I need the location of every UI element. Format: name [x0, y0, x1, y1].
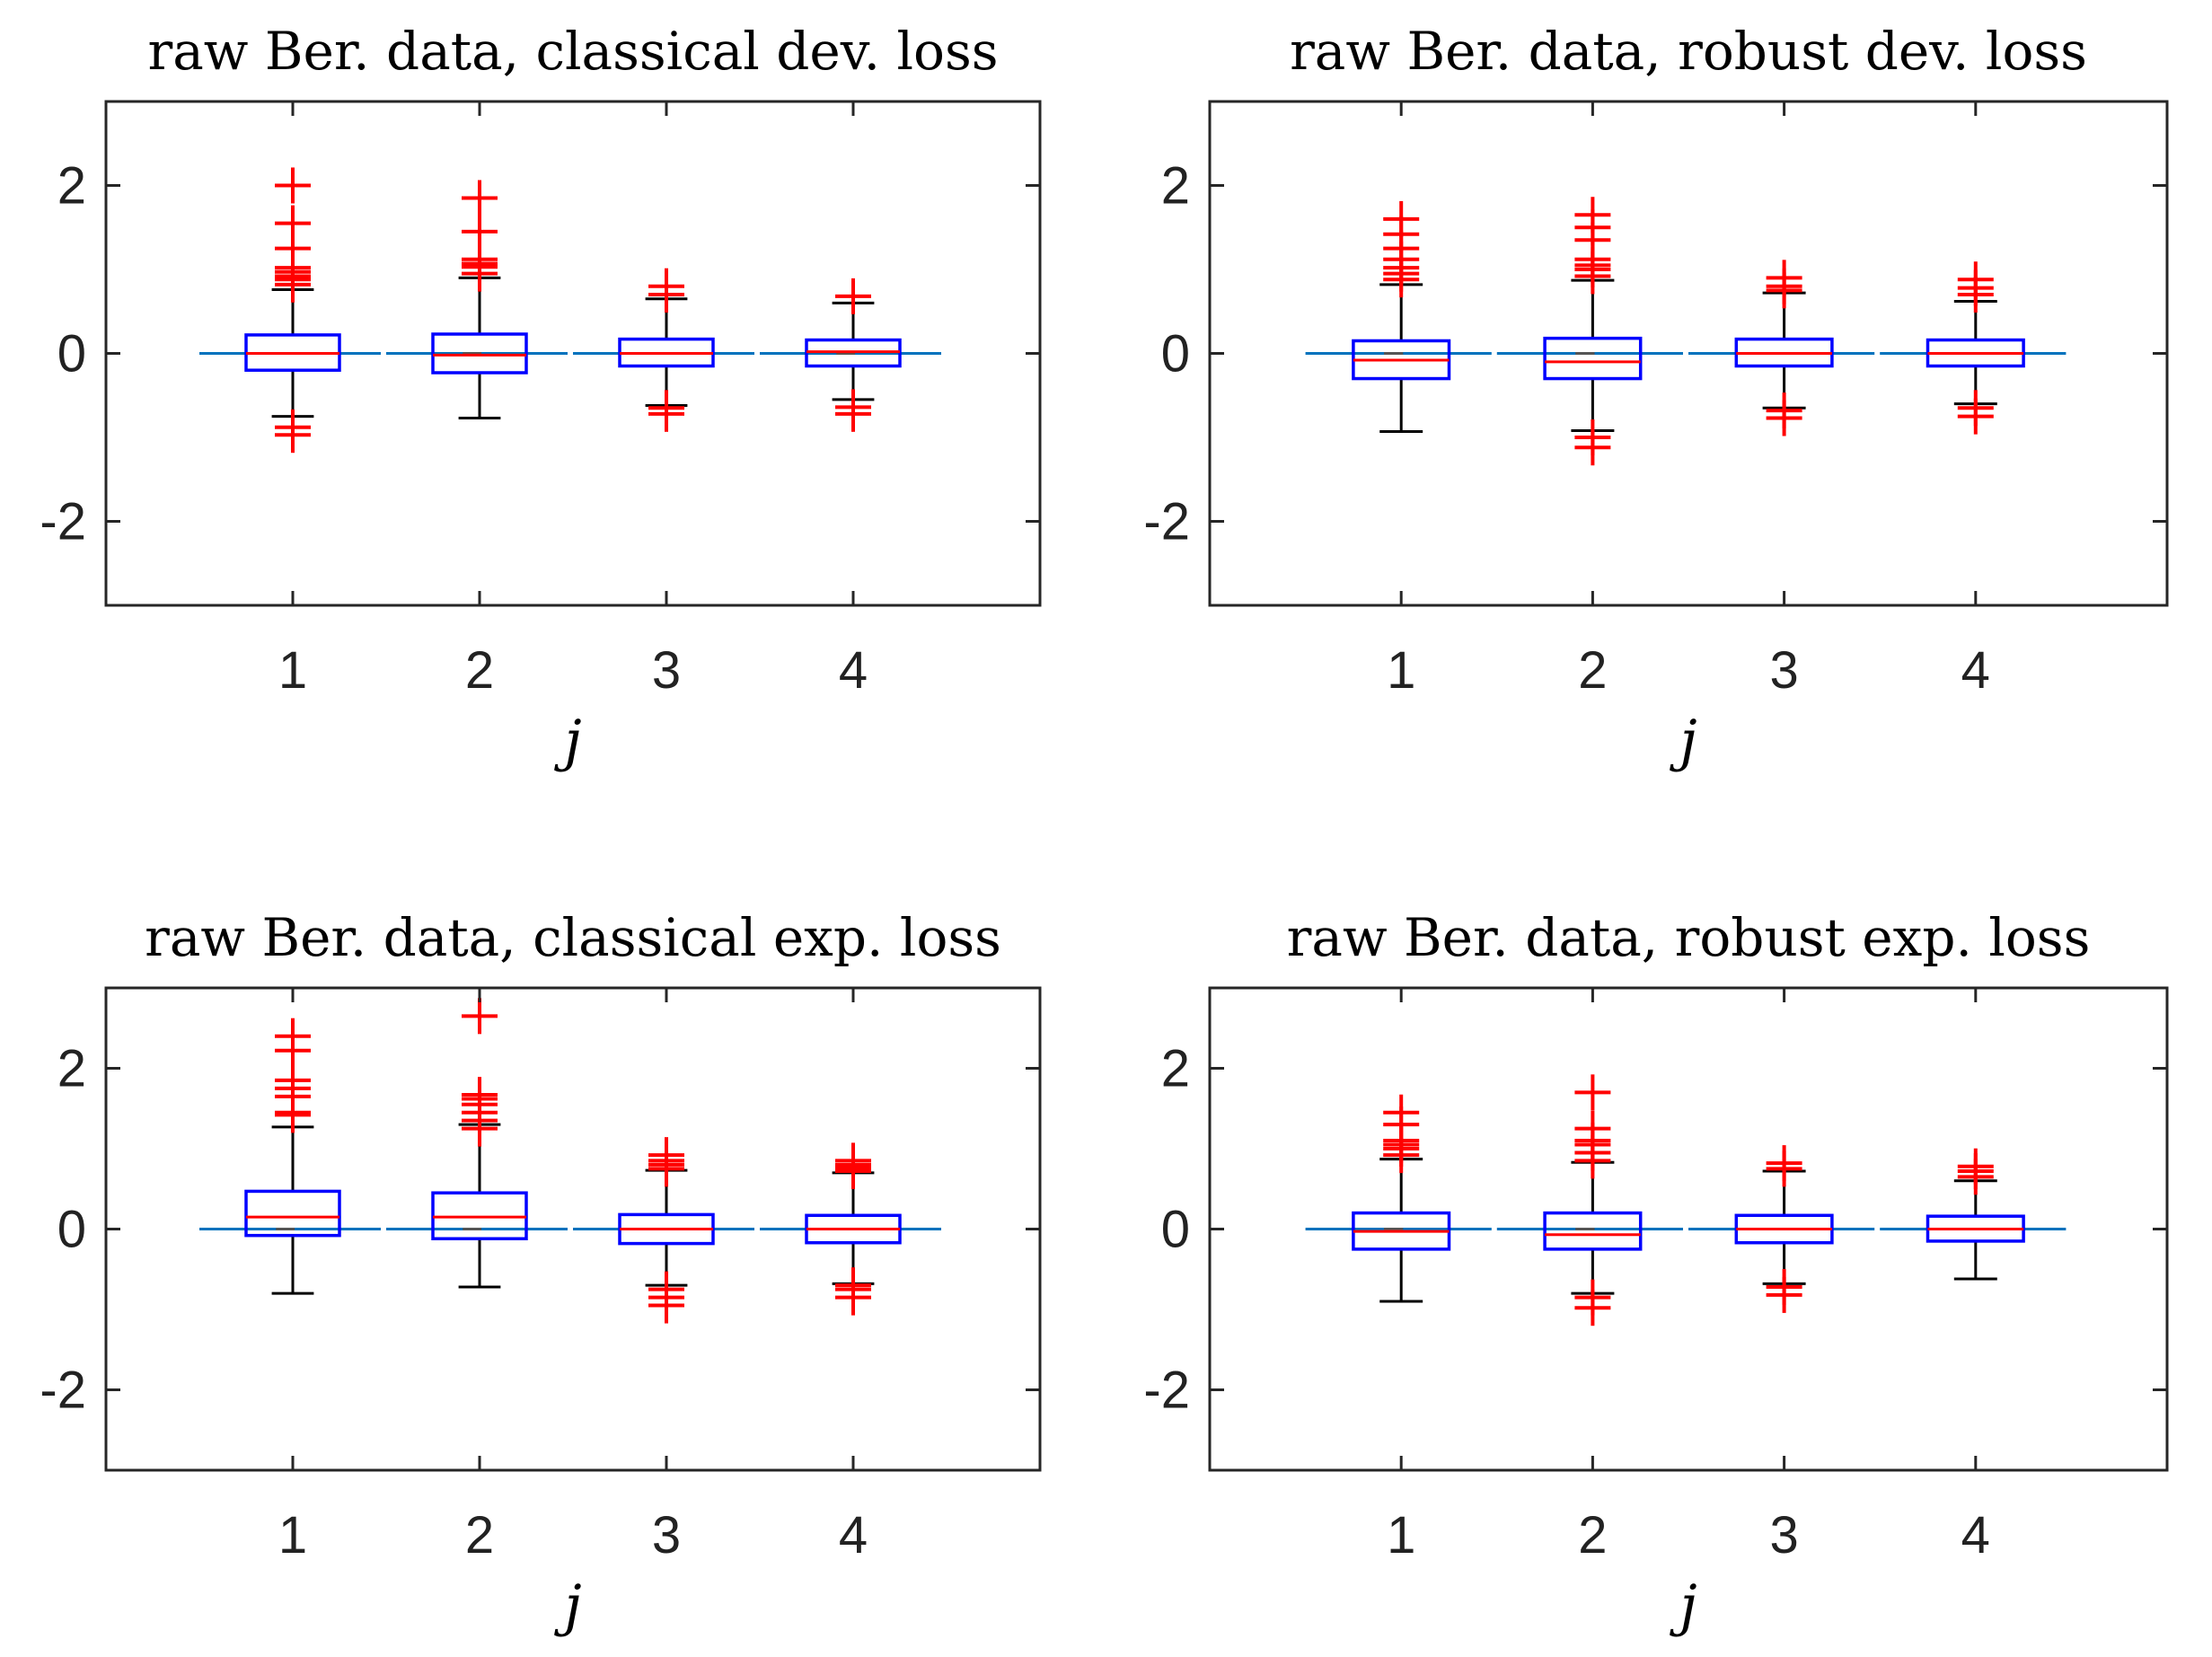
outlier-point — [462, 998, 498, 1035]
outlier-point — [1574, 1074, 1611, 1111]
outlier-point — [648, 1137, 684, 1174]
box-1 — [1352, 1094, 1451, 1303]
x-tick-label: 3 — [652, 1506, 681, 1564]
box-iqr — [1543, 1211, 1643, 1251]
y-tick-label: 2 — [57, 157, 86, 216]
box-4 — [805, 1142, 902, 1316]
outlier-point — [462, 1077, 498, 1114]
y-tick-label: -2 — [1143, 493, 1190, 551]
x-axis-label: j — [1669, 1573, 1696, 1638]
outlier-point — [1957, 1148, 1994, 1185]
x-tick-label: 4 — [1961, 1506, 1990, 1564]
x-tick-label: 2 — [465, 1506, 494, 1564]
x-tick-label: 1 — [1387, 641, 1415, 700]
box-4 — [1926, 261, 2025, 435]
outlier-point — [835, 278, 871, 314]
box-4 — [1926, 1148, 2025, 1281]
outlier-point — [1383, 200, 1420, 237]
y-tick-label: 2 — [1161, 1040, 1190, 1098]
box-3 — [1734, 1145, 1834, 1313]
x-tick-label: 3 — [652, 641, 681, 700]
chart-title: raw Ber. data, classical dev. loss — [148, 21, 999, 82]
outlier-point — [1766, 400, 1802, 436]
y-tick-label: 2 — [1161, 157, 1190, 216]
x-axis-label: j — [553, 708, 581, 773]
x-tick-label: 4 — [839, 1506, 868, 1564]
x-tick-label: 1 — [278, 1506, 307, 1564]
outlier-point — [1574, 197, 1611, 234]
x-axis-label: j — [553, 1573, 581, 1638]
outlier-point — [835, 1142, 871, 1179]
box-2 — [1543, 197, 1643, 466]
box-4 — [805, 278, 902, 432]
x-tick-label: 2 — [1578, 641, 1607, 700]
box-1 — [244, 1018, 341, 1295]
outlier-point — [835, 395, 871, 432]
outlier-point — [648, 395, 684, 432]
y-tick-label: 0 — [57, 325, 86, 383]
box-iqr — [244, 1189, 341, 1238]
y-tick-label: 0 — [57, 1201, 86, 1259]
x-tick-label: 4 — [1961, 641, 1990, 700]
x-tick-label: 3 — [1769, 1506, 1798, 1564]
outlier-point — [1766, 260, 1802, 296]
chart-panel-4: raw Ber. data, robust exp. loss 2 0 -2 1 2 3 4 j — [1143, 907, 2169, 1638]
box-iqr — [1543, 336, 1643, 381]
y-tick-label: 2 — [57, 1040, 86, 1098]
chart-title: raw Ber. data, robust exp. loss — [1287, 907, 2091, 968]
chart-panel-2: raw Ber. data, robust dev. loss 2 0 -2 1 2 3 4 j — [1143, 21, 2169, 773]
outlier-point — [275, 205, 311, 242]
box-2 — [1543, 1074, 1643, 1326]
x-tick-label: 2 — [465, 641, 494, 700]
box-2 — [431, 998, 528, 1289]
x-tick-label: 4 — [839, 641, 868, 700]
outlier-point — [1766, 1276, 1802, 1313]
outlier-point — [1574, 429, 1611, 466]
outlier-point — [275, 167, 311, 204]
box-iqr — [431, 332, 528, 375]
box-2 — [431, 180, 528, 419]
box-1 — [244, 167, 341, 454]
outlier-point — [1957, 398, 1994, 435]
y-tick-label: 0 — [1161, 325, 1190, 383]
box-3 — [618, 1137, 715, 1324]
x-tick-label: 1 — [1387, 1506, 1415, 1564]
box-3 — [1734, 260, 1834, 436]
box-1 — [1352, 200, 1451, 433]
outlier-point — [462, 213, 498, 250]
x-tick-label: 1 — [278, 641, 307, 700]
chart-panel-3: raw Ber. data, classical exp. loss 2 0 -2 1 2… — [40, 907, 1042, 1638]
x-axis-label: j — [1669, 708, 1696, 773]
y-tick-label: -2 — [40, 493, 86, 551]
box-3 — [618, 268, 715, 432]
chart-title: raw Ber. data, classical exp. loss — [145, 907, 1001, 968]
y-tick-label: -2 — [40, 1362, 86, 1420]
outlier-point — [275, 417, 311, 454]
outlier-point — [835, 1279, 871, 1316]
chart-title: raw Ber. data, robust dev. loss — [1290, 21, 2087, 82]
outlier-point — [1574, 1110, 1611, 1147]
outlier-point — [1574, 1290, 1611, 1326]
outlier-point — [1383, 1094, 1420, 1131]
chart-panel-1: raw Ber. data, classical dev. loss 2 0 -2 1 2… — [40, 21, 1042, 773]
y-tick-label: 0 — [1161, 1201, 1190, 1259]
outlier-point — [648, 1287, 684, 1324]
outlier-point — [1766, 1145, 1802, 1182]
y-tick-label: -2 — [1143, 1362, 1190, 1420]
x-tick-label: 2 — [1578, 1506, 1607, 1564]
x-tick-label: 3 — [1769, 641, 1798, 700]
outlier-point — [1957, 261, 1994, 298]
outlier-point — [462, 180, 498, 216]
outlier-point — [275, 1018, 311, 1054]
outlier-point — [648, 268, 684, 304]
